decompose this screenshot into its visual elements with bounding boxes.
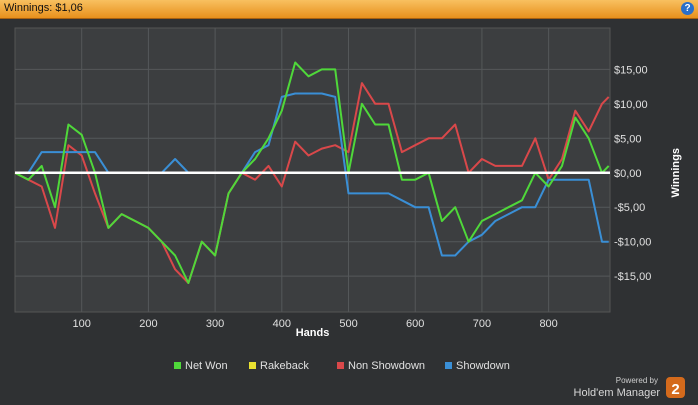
y-tick-label: -$10,00: [614, 237, 651, 249]
x-tick-label: 300: [206, 318, 224, 330]
x-tick-label: 700: [473, 318, 491, 330]
legend-label: Showdown: [456, 360, 510, 372]
y-tick-label: -$5,00: [614, 202, 645, 214]
y-tick-label: $0,00: [614, 168, 642, 180]
header-title: Winnings: $1,06: [4, 2, 83, 14]
legend-label: Non Showdown: [348, 360, 425, 372]
x-tick-label: 200: [139, 318, 157, 330]
y-tick-label: $15,00: [614, 64, 648, 76]
legend-swatch: [445, 362, 452, 369]
legend-swatch: [174, 362, 181, 369]
x-axis-title: Hands: [296, 327, 330, 339]
y-tick-label: -$15,00: [614, 271, 651, 283]
plot-area: [14, 27, 611, 313]
y-tick-label: $10,00: [614, 99, 648, 111]
product-badge: [666, 377, 685, 398]
powered-by: Powered by: [616, 376, 658, 385]
x-tick-label: 800: [539, 318, 557, 330]
series-line: [14, 61, 610, 284]
x-tick-label: 600: [406, 318, 424, 330]
y-tick-label: $5,00: [614, 133, 642, 145]
x-tick-label: 100: [73, 318, 91, 330]
product-badge-number: 2: [671, 381, 679, 398]
x-tick-label: 500: [339, 318, 357, 330]
y-axis-title: Winnings: [670, 148, 682, 197]
help-button[interactable]: ?: [681, 2, 694, 15]
header-bar: Winnings: $1,06 ?: [0, 0, 698, 19]
chart: -$15,00 -$10,00 -$5,00 $0,00 $5,00 $10,00 $15,…: [14, 27, 685, 399]
legend-swatch: [249, 362, 256, 369]
legend-label: Net Won: [185, 360, 228, 372]
product-name: Hold'em Manager: [574, 387, 661, 399]
legend-swatch: [337, 362, 344, 369]
legend-label: Rakeback: [260, 360, 309, 372]
x-tick-label: 400: [273, 318, 291, 330]
